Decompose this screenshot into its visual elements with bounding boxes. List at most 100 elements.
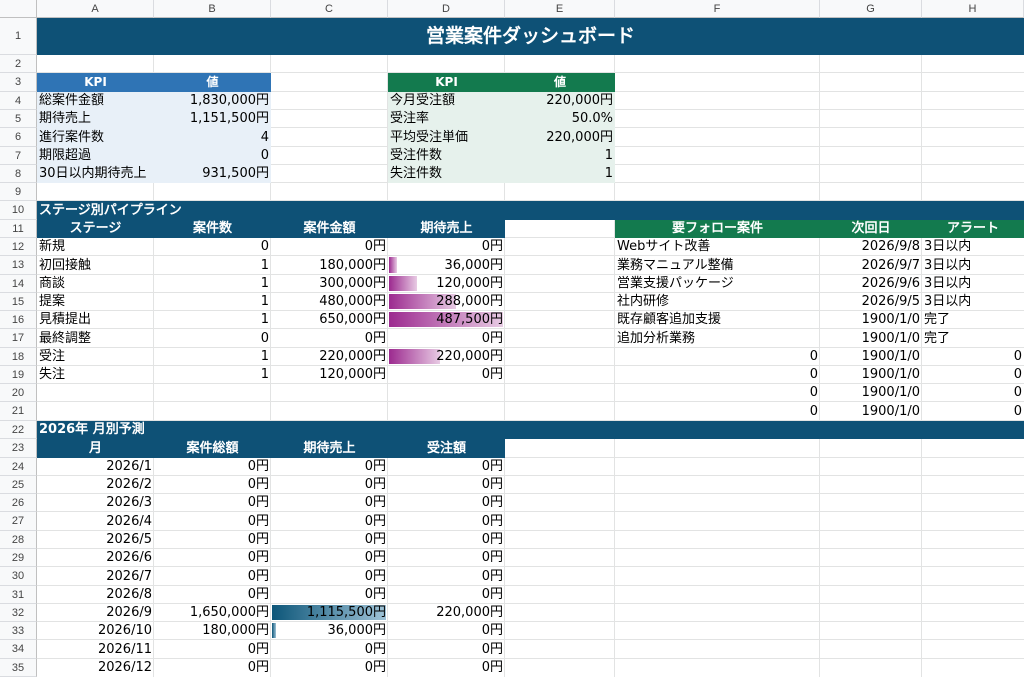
followup-date[interactable]: 1900/1/0 (861, 385, 920, 400)
forecast-header[interactable]: 月 (88, 441, 102, 456)
forecast-header[interactable]: 受注額 (426, 441, 466, 456)
followup-name[interactable]: 社内研修 (617, 294, 670, 309)
kpi1-label[interactable]: 期待売上 (39, 111, 92, 126)
kpi2-label[interactable]: 平均受注単価 (390, 130, 469, 145)
kpi2-label[interactable]: 今月受注額 (390, 93, 456, 108)
followup-name[interactable]: 追加分析業務 (617, 331, 696, 346)
row-header[interactable]: 20 (0, 384, 37, 402)
forecast-month[interactable]: 2026/3 (106, 495, 152, 510)
followup-date[interactable]: 1900/1/0 (861, 404, 920, 419)
row-header[interactable]: 11 (0, 220, 37, 238)
followup-header-date[interactable]: 次回日 (851, 221, 891, 236)
followup-name[interactable]: Webサイト改善 (617, 239, 711, 254)
stage-count[interactable]: 1 (260, 349, 269, 364)
column-header-h[interactable]: H (922, 0, 1024, 18)
forecast-expected[interactable]: 0円 (364, 532, 386, 547)
stage-count[interactable]: 0 (260, 239, 269, 254)
followup-date[interactable]: 2026/9/5 (861, 294, 920, 309)
followup-header-alert[interactable]: アラート (946, 221, 999, 236)
forecast-total[interactable]: 0円 (247, 587, 269, 602)
column-header-d[interactable]: D (388, 0, 505, 18)
kpi1-value[interactable]: 4 (260, 130, 269, 145)
stage-expected[interactable]: 288,000円 (436, 294, 503, 309)
forecast-total[interactable]: 0円 (247, 642, 269, 657)
stage-expected[interactable]: 220,000円 (436, 349, 503, 364)
forecast-total[interactable]: 0円 (247, 495, 269, 510)
row-header[interactable]: 30 (0, 567, 37, 586)
stage-name[interactable]: 最終調整 (39, 331, 92, 346)
row-header[interactable]: 35 (0, 659, 37, 677)
forecast-expected[interactable]: 0円 (364, 459, 386, 474)
stage-name[interactable]: 新規 (39, 239, 66, 254)
row-header[interactable]: 12 (0, 238, 37, 256)
kpi1-label[interactable]: 30日以内期待売上 (39, 166, 147, 181)
forecast-won[interactable]: 0円 (481, 459, 503, 474)
row-header[interactable]: 6 (0, 128, 37, 147)
row-header[interactable]: 18 (0, 348, 37, 366)
followup-name[interactable]: 業務マニュアル整備 (617, 258, 734, 273)
forecast-won[interactable]: 0円 (481, 495, 503, 510)
forecast-month[interactable]: 2026/9 (106, 605, 152, 620)
forecast-month[interactable]: 2026/5 (106, 532, 152, 547)
forecast-month[interactable]: 2026/7 (106, 569, 152, 584)
kpi1-value[interactable]: 1,151,500円 (189, 111, 269, 126)
row-header[interactable]: 26 (0, 494, 37, 512)
row-header[interactable]: 14 (0, 275, 37, 293)
stage-count[interactable]: 1 (260, 312, 269, 327)
forecast-won[interactable]: 0円 (481, 550, 503, 565)
kpi2-value[interactable]: 50.0% (571, 111, 613, 126)
forecast-total[interactable]: 0円 (247, 532, 269, 547)
kpi1-value[interactable]: 1,830,000円 (189, 93, 269, 108)
followup-alert[interactable]: 3日以内 (924, 239, 972, 254)
kpi1-label[interactable]: 進行案件数 (39, 130, 105, 145)
kpi2-header-value[interactable]: 値 (553, 75, 566, 89)
stage-count[interactable]: 1 (260, 276, 269, 291)
stage-amount[interactable]: 180,000円 (319, 258, 386, 273)
forecast-header[interactable]: 案件総額 (186, 441, 239, 456)
stage-name[interactable]: 商談 (39, 276, 66, 291)
row-header[interactable]: 32 (0, 604, 37, 622)
followup-alert[interactable]: 完了 (924, 312, 951, 327)
forecast-won[interactable]: 0円 (481, 569, 503, 584)
kpi1-label[interactable]: 総案件金額 (39, 93, 105, 108)
followup-name[interactable]: 既存顧客追加支援 (617, 312, 722, 327)
row-header[interactable]: 25 (0, 476, 37, 494)
kpi1-label[interactable]: 期限超過 (39, 148, 92, 163)
stage-expected[interactable]: 0円 (481, 367, 503, 382)
stage-expected[interactable]: 120,000円 (436, 276, 503, 291)
forecast-month[interactable]: 2026/4 (106, 514, 152, 529)
row-header[interactable]: 28 (0, 531, 37, 549)
forecast-won[interactable]: 220,000円 (436, 605, 503, 620)
forecast-total[interactable]: 0円 (247, 477, 269, 492)
stage-amount[interactable]: 0円 (364, 239, 386, 254)
pipeline-header[interactable]: ステージ (69, 221, 122, 236)
stage-amount[interactable]: 120,000円 (319, 367, 386, 382)
forecast-month[interactable]: 2026/1 (106, 459, 152, 474)
row-header[interactable]: 1 (0, 18, 37, 55)
stage-count[interactable]: 1 (260, 258, 269, 273)
kpi2-value[interactable]: 220,000円 (546, 130, 613, 145)
stage-name[interactable]: 見積提出 (39, 312, 92, 327)
forecast-title[interactable]: 2026年 月別予測 (39, 422, 145, 437)
stage-expected[interactable]: 487,500円 (436, 312, 503, 327)
row-header[interactable]: 3 (0, 73, 37, 92)
stage-expected[interactable]: 0円 (481, 239, 503, 254)
row-header[interactable]: 22 (0, 421, 37, 439)
row-header[interactable]: 8 (0, 165, 37, 183)
forecast-month[interactable]: 2026/6 (106, 550, 152, 565)
stage-name[interactable]: 失注 (39, 367, 66, 382)
followup-date[interactable]: 1900/1/0 (861, 331, 920, 346)
stage-amount[interactable]: 650,000円 (319, 312, 386, 327)
row-header[interactable]: 16 (0, 311, 37, 329)
forecast-expected[interactable]: 0円 (364, 660, 386, 675)
forecast-month[interactable]: 2026/11 (97, 642, 152, 657)
row-header[interactable]: 23 (0, 439, 37, 458)
forecast-total[interactable]: 0円 (247, 514, 269, 529)
stage-expected[interactable]: 0円 (481, 331, 503, 346)
followup-name[interactable]: 営業支援パッケージ (617, 276, 734, 291)
row-header[interactable]: 7 (0, 147, 37, 165)
stage-amount[interactable]: 480,000円 (319, 294, 386, 309)
followup-alert[interactable]: 完了 (924, 331, 951, 346)
row-header[interactable]: 2 (0, 55, 37, 73)
select-all-corner[interactable] (0, 0, 37, 18)
